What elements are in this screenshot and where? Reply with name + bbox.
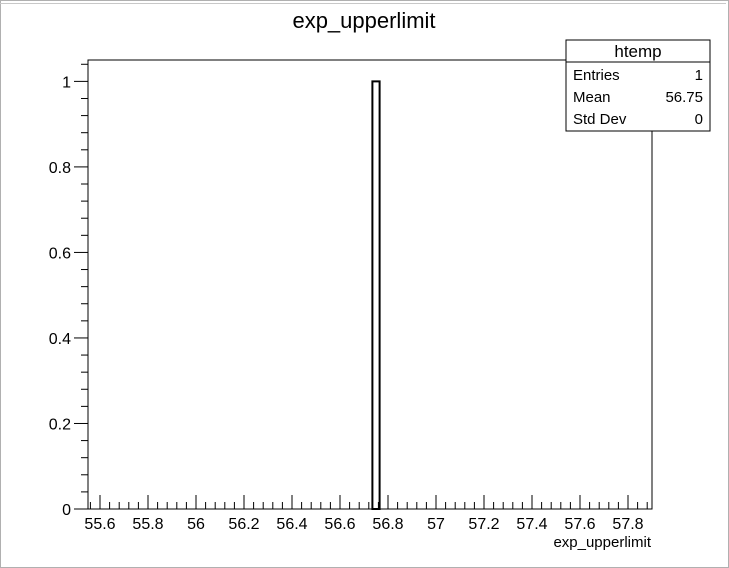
y-tick-label: 0.8	[49, 160, 71, 177]
y-tick-label: 0	[62, 502, 71, 519]
y-tick-label: 0.6	[49, 245, 71, 262]
x-tick-label: 56.2	[228, 516, 259, 533]
x-tick-label: 56	[187, 516, 205, 533]
stats-mean-value: 56.75	[665, 89, 703, 106]
histogram-bin	[371, 80, 381, 510]
x-axis-label: exp_upperlimit	[553, 534, 651, 551]
stats-mean-label: Mean	[573, 89, 611, 106]
stats-entries-label: Entries	[573, 67, 620, 84]
x-tick-label: 55.6	[84, 516, 115, 533]
stats-box[interactable]: htemp Entries 1 Mean 56.75 Std Dev 0	[565, 39, 711, 132]
x-tick-label: 57.4	[516, 516, 547, 533]
x-tick-label: 57.6	[564, 516, 595, 533]
y-tick-label: 0.4	[49, 331, 71, 348]
x-tick-label: 56.4	[276, 516, 307, 533]
canvas-top-edge	[160, 0, 726, 4]
chart-title: exp_upperlimit	[292, 8, 435, 33]
stats-entries-value: 1	[695, 67, 703, 84]
x-tick-label: 55.8	[132, 516, 163, 533]
x-tick-label: 56.8	[372, 516, 403, 533]
stats-box-frame	[565, 39, 711, 132]
x-tick-label: 57.2	[468, 516, 499, 533]
y-tick-label: 1	[62, 74, 71, 91]
y-axis: 0 0.2 0.4 0.6 0.8 1	[49, 63, 88, 519]
y-tick-label: 0.2	[49, 416, 71, 433]
stats-stddev-label: Std Dev	[573, 111, 627, 128]
plot-frame	[87, 59, 653, 510]
x-tick-label: 57	[427, 516, 445, 533]
x-tick-label: 57.8	[612, 516, 643, 533]
canvas-tab-edge	[0, 0, 160, 4]
x-axis: 55.6 55.8 56 56.2 56.4 56.6 56.8 57 57.2 57.4 57.6…	[84, 495, 648, 533]
histogram-bars	[371, 80, 381, 510]
stats-box-name: htemp	[614, 42, 661, 61]
x-tick-label: 56.6	[324, 516, 355, 533]
stats-stddev-value: 0	[695, 111, 703, 128]
